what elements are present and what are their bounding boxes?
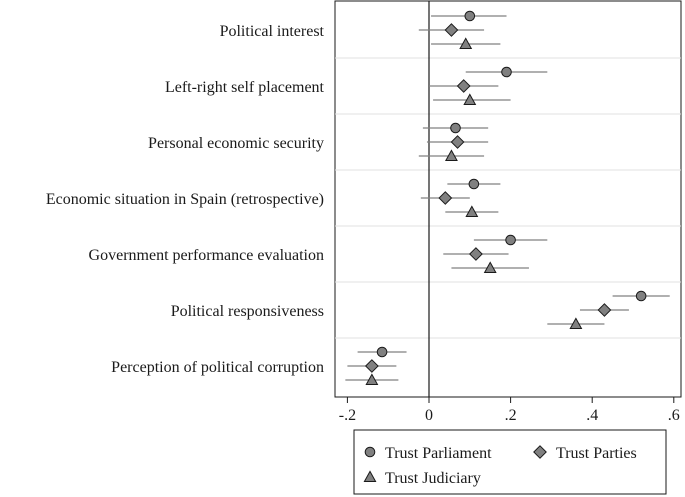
point-trust-judiciary [463,93,477,105]
x-tick-label: .2 [505,407,517,424]
category-label: Perception of political corruption [111,359,324,376]
point-trust-judiciary [483,261,497,273]
point-trust-parties [469,247,483,261]
x-tick-label: .6 [668,407,680,424]
point-trust-parties [456,79,471,93]
point-trust-parliament [450,122,461,134]
category-label: Economic situation in Spain (retrospecti… [46,191,324,208]
x-axis: -.2 0 .2 .4 .6 [339,397,680,424]
x-tick-label: .4 [586,407,598,424]
point-trust-parliament [501,66,512,78]
point-trust-parties [450,135,465,149]
legend-box [353,429,667,495]
point-estimates [364,10,647,385]
point-trust-judiciary [465,205,479,217]
x-tick-label: 0 [425,407,433,424]
point-trust-parliament [376,346,388,358]
point-trust-parties [597,303,612,317]
category-label: Political responsiveness [171,303,324,320]
point-trust-judiciary [444,149,458,161]
category-label: Left-right self placement [165,79,325,96]
point-trust-parties [364,359,379,373]
point-trust-parliament [505,234,516,246]
legend-label-trust-parties: Trust Parties [556,445,637,462]
legend-marker-trust-parliament [364,446,376,458]
legend-label-trust-parliament: Trust Parliament [385,445,492,462]
x-tick-label: -.2 [339,407,356,424]
point-trust-parties [438,191,453,205]
point-trust-judiciary [569,317,583,329]
point-trust-parliament [464,10,476,22]
point-trust-parliament [635,290,647,302]
legend-label-trust-judiciary: Trust Judiciary [385,470,481,487]
grid-lines [335,57,681,339]
point-trust-parties [444,23,459,37]
category-label: Political interest [220,23,325,40]
legend: Trust Parliament Trust Parties Trust Judic… [353,429,667,495]
legend-marker-trust-parties [533,445,547,459]
point-trust-judiciary [459,37,473,49]
point-trust-parliament [468,178,480,190]
category-label: Personal economic security [148,135,324,152]
category-label: Government performance evaluation [89,247,324,264]
plot-frame [334,0,682,398]
category-labels: Political interest Left-right self placem… [46,23,325,376]
legend-marker-trust-judiciary [363,470,377,482]
point-trust-judiciary [365,373,379,385]
